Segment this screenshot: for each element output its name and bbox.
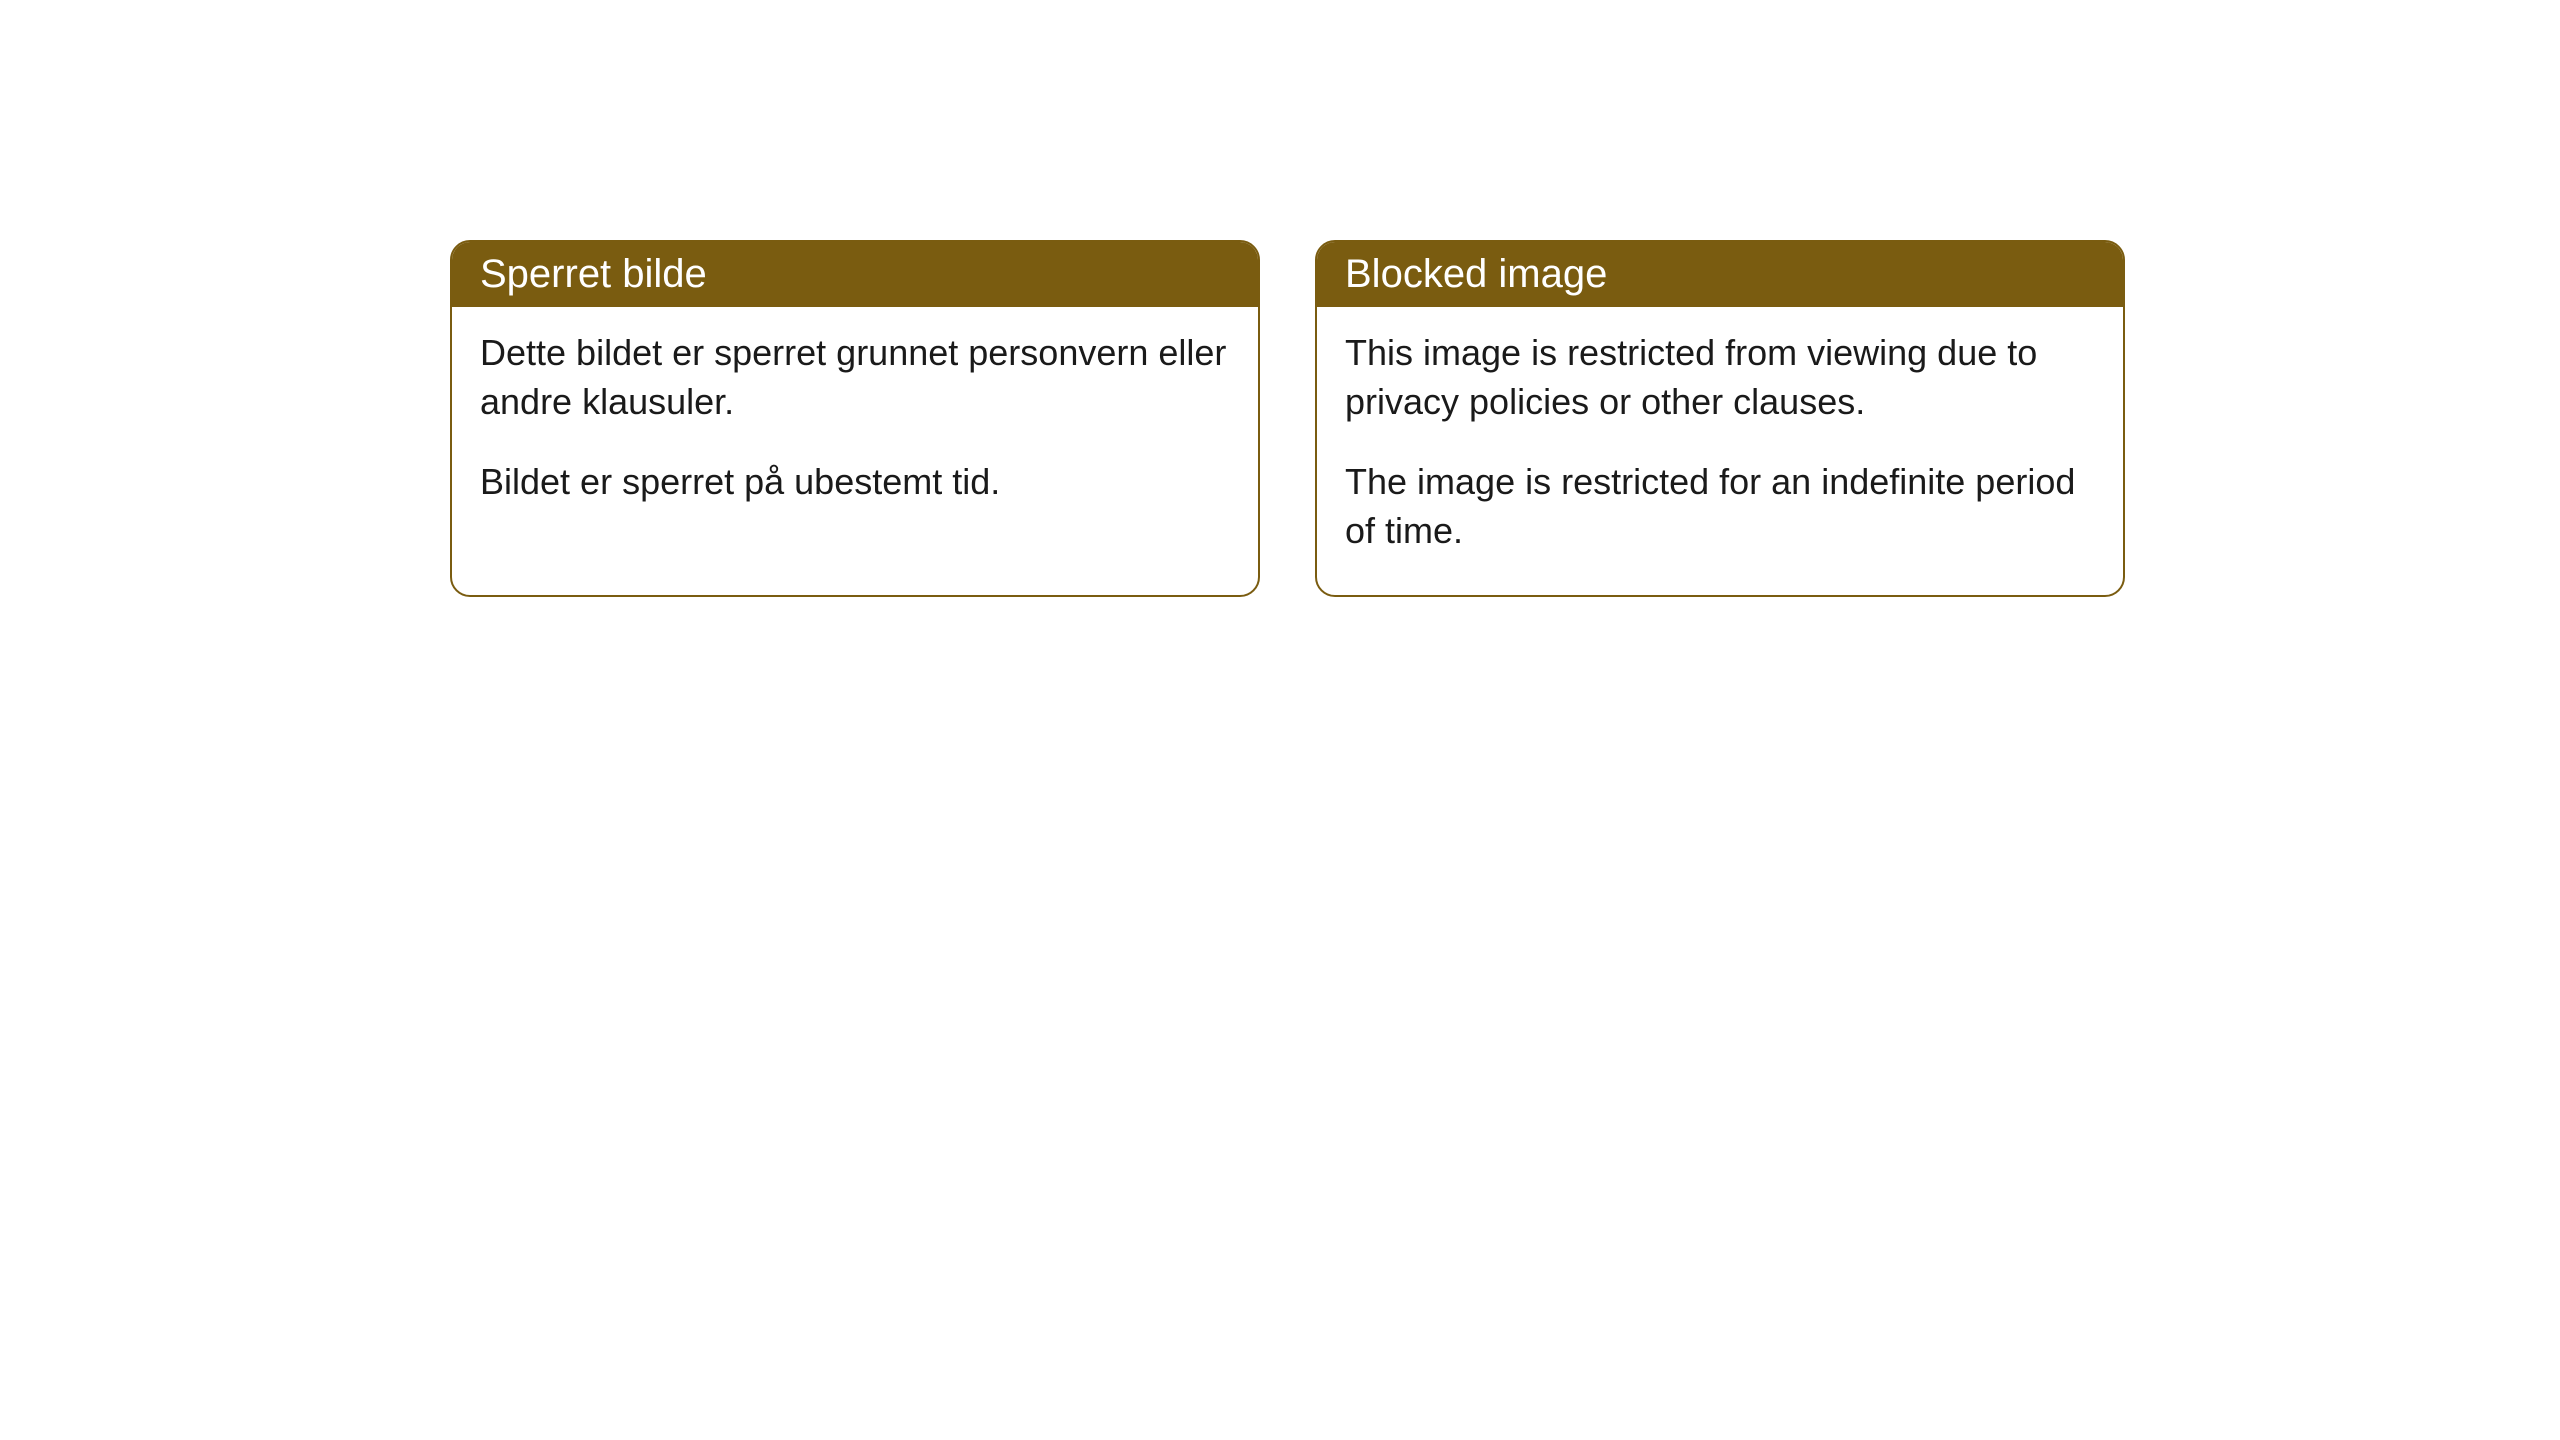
card-title: Sperret bilde [480, 252, 707, 296]
card-paragraph-1: This image is restricted from viewing du… [1345, 329, 2095, 426]
notice-card-norwegian: Sperret bilde Dette bildet er sperret gr… [450, 240, 1260, 597]
card-paragraph-2: The image is restricted for an indefinit… [1345, 458, 2095, 555]
card-paragraph-2: Bildet er sperret på ubestemt tid. [480, 458, 1230, 507]
notice-card-english: Blocked image This image is restricted f… [1315, 240, 2125, 597]
card-header: Blocked image [1317, 242, 2123, 307]
card-paragraph-1: Dette bildet er sperret grunnet personve… [480, 329, 1230, 426]
card-body: This image is restricted from viewing du… [1317, 307, 2123, 595]
card-title: Blocked image [1345, 252, 1607, 296]
notice-cards-container: Sperret bilde Dette bildet er sperret gr… [450, 240, 2125, 597]
card-body: Dette bildet er sperret grunnet personve… [452, 307, 1258, 547]
card-header: Sperret bilde [452, 242, 1258, 307]
